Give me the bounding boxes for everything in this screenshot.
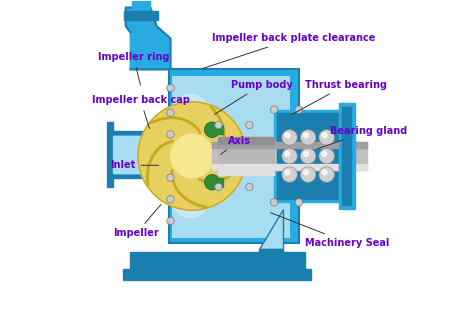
- Polygon shape: [138, 102, 246, 210]
- Text: Impeller back plate clearance: Impeller back plate clearance: [202, 33, 375, 69]
- Text: Axis: Axis: [221, 135, 251, 154]
- Text: Impeller: Impeller: [113, 204, 161, 238]
- Polygon shape: [219, 168, 274, 174]
- Circle shape: [246, 121, 253, 129]
- Circle shape: [322, 133, 327, 138]
- Circle shape: [295, 199, 302, 206]
- Polygon shape: [130, 252, 305, 271]
- Circle shape: [322, 170, 327, 175]
- Circle shape: [282, 167, 297, 182]
- Circle shape: [303, 133, 309, 138]
- Circle shape: [167, 84, 174, 92]
- Text: Machinery Seal: Machinery Seal: [271, 213, 390, 248]
- Polygon shape: [212, 142, 367, 170]
- Polygon shape: [206, 178, 223, 187]
- Circle shape: [282, 130, 297, 145]
- Polygon shape: [107, 122, 113, 187]
- Circle shape: [301, 130, 316, 145]
- Circle shape: [167, 109, 174, 116]
- Text: Bearing gland: Bearing gland: [317, 126, 407, 149]
- Text: Inlet: Inlet: [110, 160, 158, 170]
- Polygon shape: [339, 104, 355, 208]
- Polygon shape: [274, 110, 342, 202]
- Text: Impeller ring: Impeller ring: [98, 52, 169, 85]
- Polygon shape: [124, 11, 158, 20]
- Circle shape: [282, 148, 297, 164]
- Circle shape: [303, 151, 309, 156]
- Circle shape: [319, 130, 334, 145]
- Circle shape: [246, 183, 253, 191]
- Circle shape: [285, 133, 290, 138]
- Polygon shape: [113, 136, 169, 173]
- Polygon shape: [219, 138, 274, 144]
- Polygon shape: [132, 1, 150, 17]
- Polygon shape: [123, 269, 311, 280]
- Text: Thrust bearing: Thrust bearing: [292, 80, 387, 115]
- Circle shape: [303, 170, 309, 175]
- Text: Pump body: Pump body: [215, 80, 292, 114]
- Polygon shape: [259, 208, 283, 249]
- Circle shape: [167, 131, 174, 138]
- Polygon shape: [219, 138, 274, 174]
- FancyBboxPatch shape: [172, 76, 290, 238]
- Circle shape: [319, 167, 334, 182]
- Polygon shape: [109, 131, 172, 134]
- Circle shape: [319, 148, 334, 164]
- Polygon shape: [212, 142, 367, 148]
- Circle shape: [215, 183, 222, 191]
- Polygon shape: [110, 134, 169, 174]
- Ellipse shape: [160, 94, 221, 218]
- Polygon shape: [126, 7, 171, 69]
- Polygon shape: [259, 249, 283, 267]
- Circle shape: [167, 174, 174, 181]
- Circle shape: [285, 170, 290, 175]
- Circle shape: [301, 167, 316, 182]
- Polygon shape: [277, 113, 339, 199]
- Circle shape: [167, 217, 174, 225]
- Circle shape: [301, 148, 316, 164]
- Polygon shape: [109, 174, 172, 178]
- Circle shape: [270, 106, 278, 113]
- Polygon shape: [171, 134, 214, 178]
- Circle shape: [270, 199, 278, 206]
- Circle shape: [295, 106, 302, 113]
- Text: Impeller back cap: Impeller back cap: [91, 95, 190, 129]
- Polygon shape: [206, 125, 223, 134]
- FancyBboxPatch shape: [169, 69, 299, 243]
- Circle shape: [285, 151, 290, 156]
- Polygon shape: [342, 106, 351, 206]
- Circle shape: [322, 151, 327, 156]
- Polygon shape: [212, 164, 367, 170]
- Circle shape: [215, 121, 222, 129]
- Circle shape: [167, 196, 174, 203]
